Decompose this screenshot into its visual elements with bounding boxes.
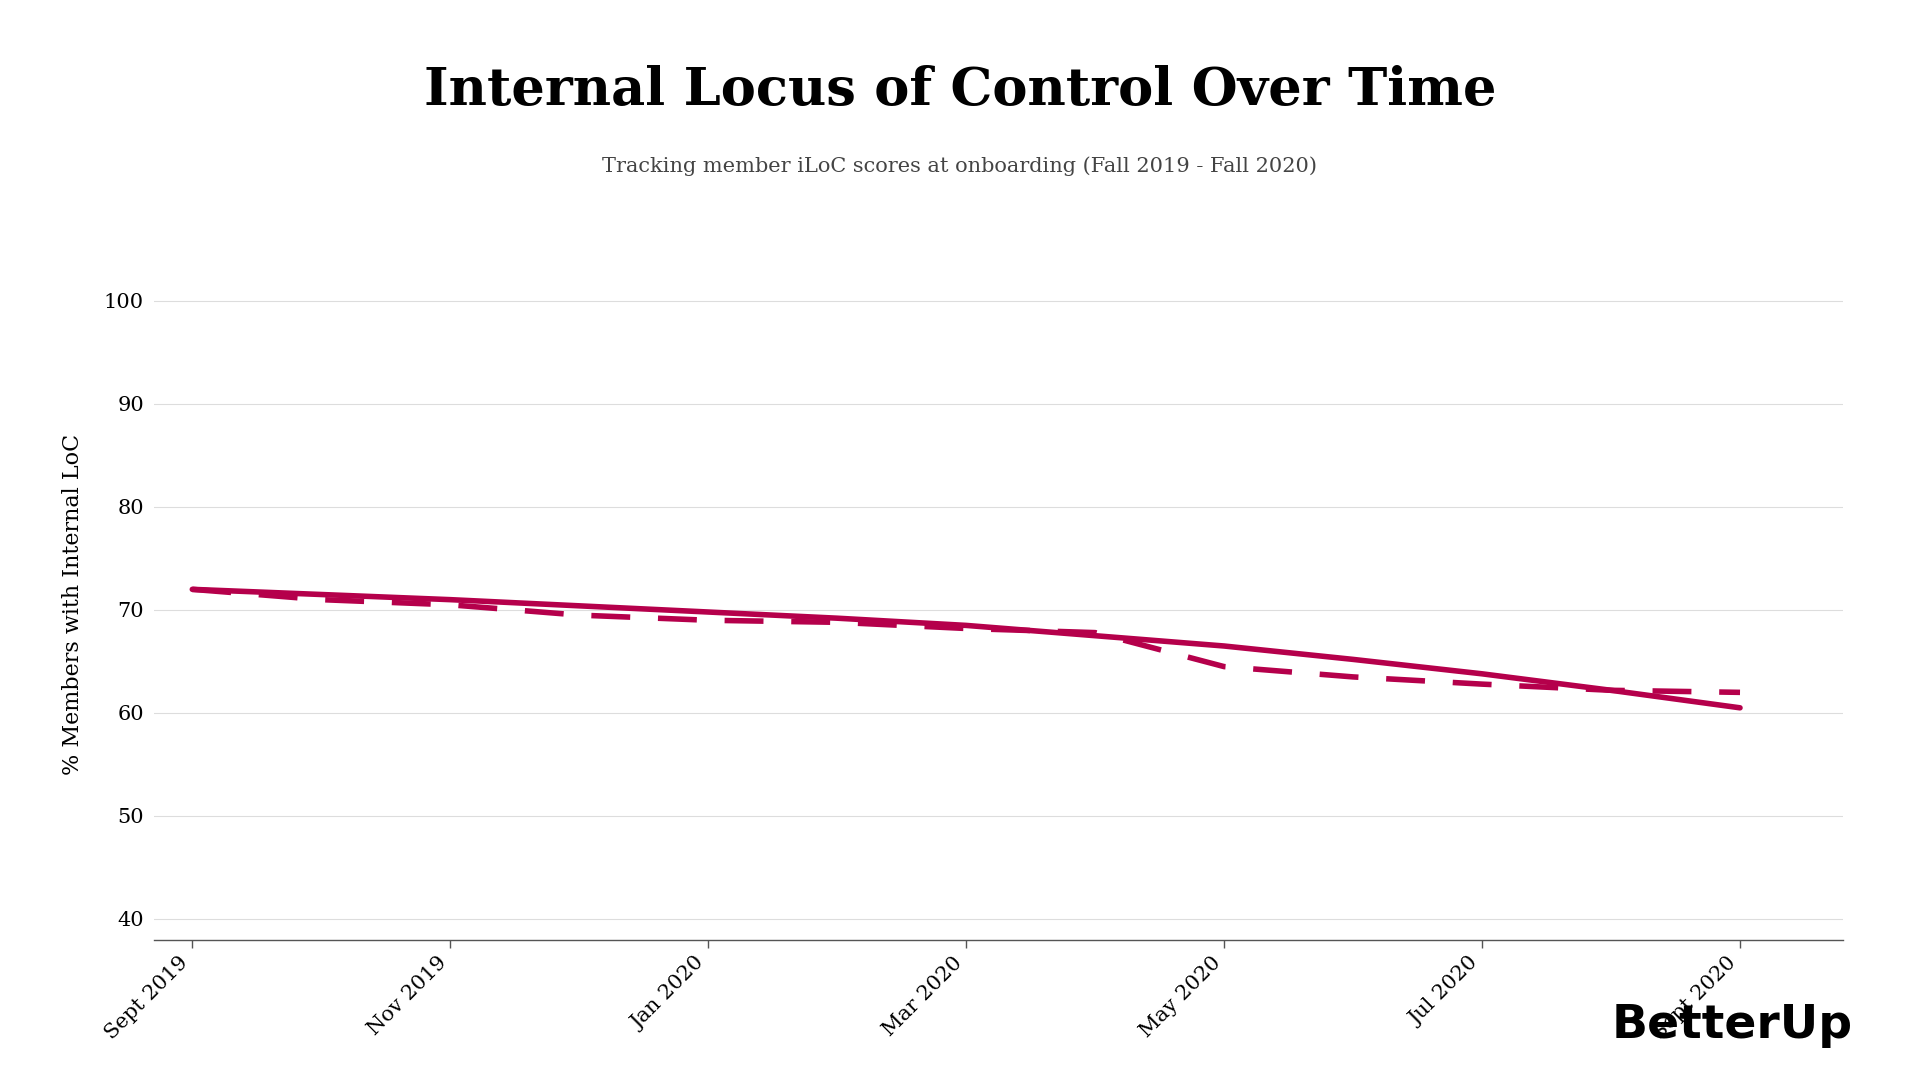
Text: Internal Locus of Control Over Time: Internal Locus of Control Over Time <box>424 65 1496 116</box>
Text: Tracking member iLoC scores at onboarding (Fall 2019 - Fall 2020): Tracking member iLoC scores at onboardin… <box>603 157 1317 176</box>
Y-axis label: % Members with Internal LoC: % Members with Internal LoC <box>61 434 84 775</box>
Text: BetterUp: BetterUp <box>1611 1002 1853 1048</box>
